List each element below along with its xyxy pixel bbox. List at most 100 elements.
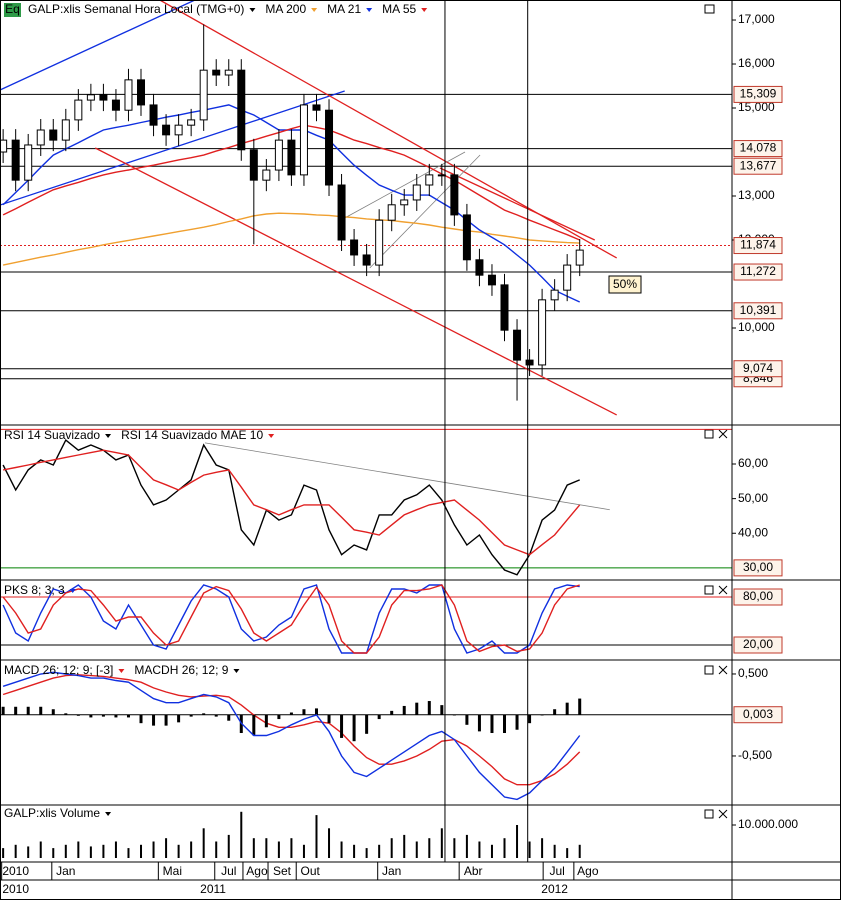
legend: GALP:xlis Volume [4,806,112,820]
value-axis: 0,500 -0,500 0,003 [732,666,783,762]
candle-body [387,204,396,221]
level-label-box [733,302,783,320]
dropdown-arrow [249,8,256,12]
histogram-bar [528,714,532,724]
trend-line [204,442,610,511]
volume-bar [290,838,293,858]
close-icon[interactable] [718,665,728,675]
close-icon[interactable] [718,809,728,819]
legend: Eq GALP:xlis Semanal Hora Local (TMG+0) MA… [4,2,428,17]
histogram-bar [314,708,318,715]
candle-body [287,139,296,176]
x-tick-label: Ago [577,864,599,878]
y-tick-label: 16,000 [738,56,775,70]
level-label-box [733,636,783,654]
year-label: 2010 [2,882,29,896]
candle-body [149,104,158,126]
candle-body [350,239,359,256]
dropdown-arrow [233,669,240,673]
histogram-bar [227,714,231,721]
candle-body [462,214,471,261]
legend-entry: MACD 26; 12; 9; [-3] [4,663,113,677]
volume-bar [227,834,230,858]
candle-body [11,139,20,181]
close-icon[interactable] [718,585,728,595]
maximize-icon[interactable] [704,585,714,595]
volume-bar [578,844,581,858]
value-axis: 40,00 50,00 60,00 30,00 [732,456,783,577]
y-tick-label: 10,000 [738,320,775,334]
volume-bar [541,838,544,858]
volume-bar [365,848,368,858]
dropdown-arrow [366,8,373,12]
level-label-box [733,85,783,103]
histogram-bar [177,714,181,723]
y-tick-label: 40,00 [738,525,768,539]
candle-body [111,99,120,111]
volume-bar [440,828,443,858]
histogram-bar [14,706,18,715]
y-tick-label: 60,00 [738,456,768,470]
level-label-box [733,588,783,606]
volume-bar [353,844,356,858]
maximize-icon[interactable] [704,4,715,14]
candle-body [450,174,459,216]
volume-bar [190,841,193,858]
candle-body [400,199,409,206]
histogram-bar [390,710,394,715]
histogram-bar [152,714,156,726]
candle-body [325,109,334,186]
source-icon-label: Eq [5,2,20,16]
histogram-bar [415,702,419,715]
volume-bar [27,846,30,858]
histogram-bar [264,714,268,728]
candle-body [224,69,233,76]
volume-bar [52,848,55,858]
year-label: 2012 [541,882,568,896]
histogram-bar [477,714,481,732]
volume-bar [315,815,318,858]
trend-line [0,90,345,206]
legend-entry: RSI 14 Suavizado [4,428,100,442]
x-tick-label: Mai [163,864,182,878]
volume-bar [14,844,17,858]
panel [2,811,581,858]
volume-bar [390,838,393,858]
legend: MACD 26; 12; 9; [-3] MACDH 26; 12; 9 [4,663,240,677]
histogram-bar [402,705,406,715]
candle-body [550,289,559,301]
candle-body [500,284,509,331]
volume-bar [202,828,205,858]
candle-body [274,139,283,171]
histogram-bar [214,714,218,717]
trend-line [439,167,596,241]
histogram-bar [377,714,381,720]
legend-entry: MA 55 [382,2,416,16]
dropdown-arrow [105,812,112,816]
volume-bar [177,844,180,858]
volume-bar [114,841,117,858]
maximize-icon[interactable] [704,809,714,819]
dropdown-arrow [118,669,125,673]
y-tick-label: 50,00 [738,491,768,505]
candle-body [187,119,196,126]
close-icon[interactable] [718,429,728,439]
histogram-bar [189,714,193,717]
level-label: 11,874 [740,238,776,252]
level-label: 10,391 [740,303,777,317]
x-tick-label: Ago [246,864,268,878]
candle-body [49,129,58,141]
histogram-bar [327,714,331,724]
legend-entry: PKS 8; 3; 3 [4,583,65,597]
maximize-icon[interactable] [704,429,714,439]
candle-body [99,94,108,101]
histogram-bar [26,706,30,715]
histogram-bar [202,713,206,715]
volume-bar [39,841,42,858]
maximize-icon[interactable] [704,665,714,675]
histogram-bar [1,706,5,715]
histogram-bar [465,714,469,725]
level-label-box [733,237,783,255]
legend: RSI 14 Suavizado RSI 14 Suavizado MAE 10 [4,428,275,442]
